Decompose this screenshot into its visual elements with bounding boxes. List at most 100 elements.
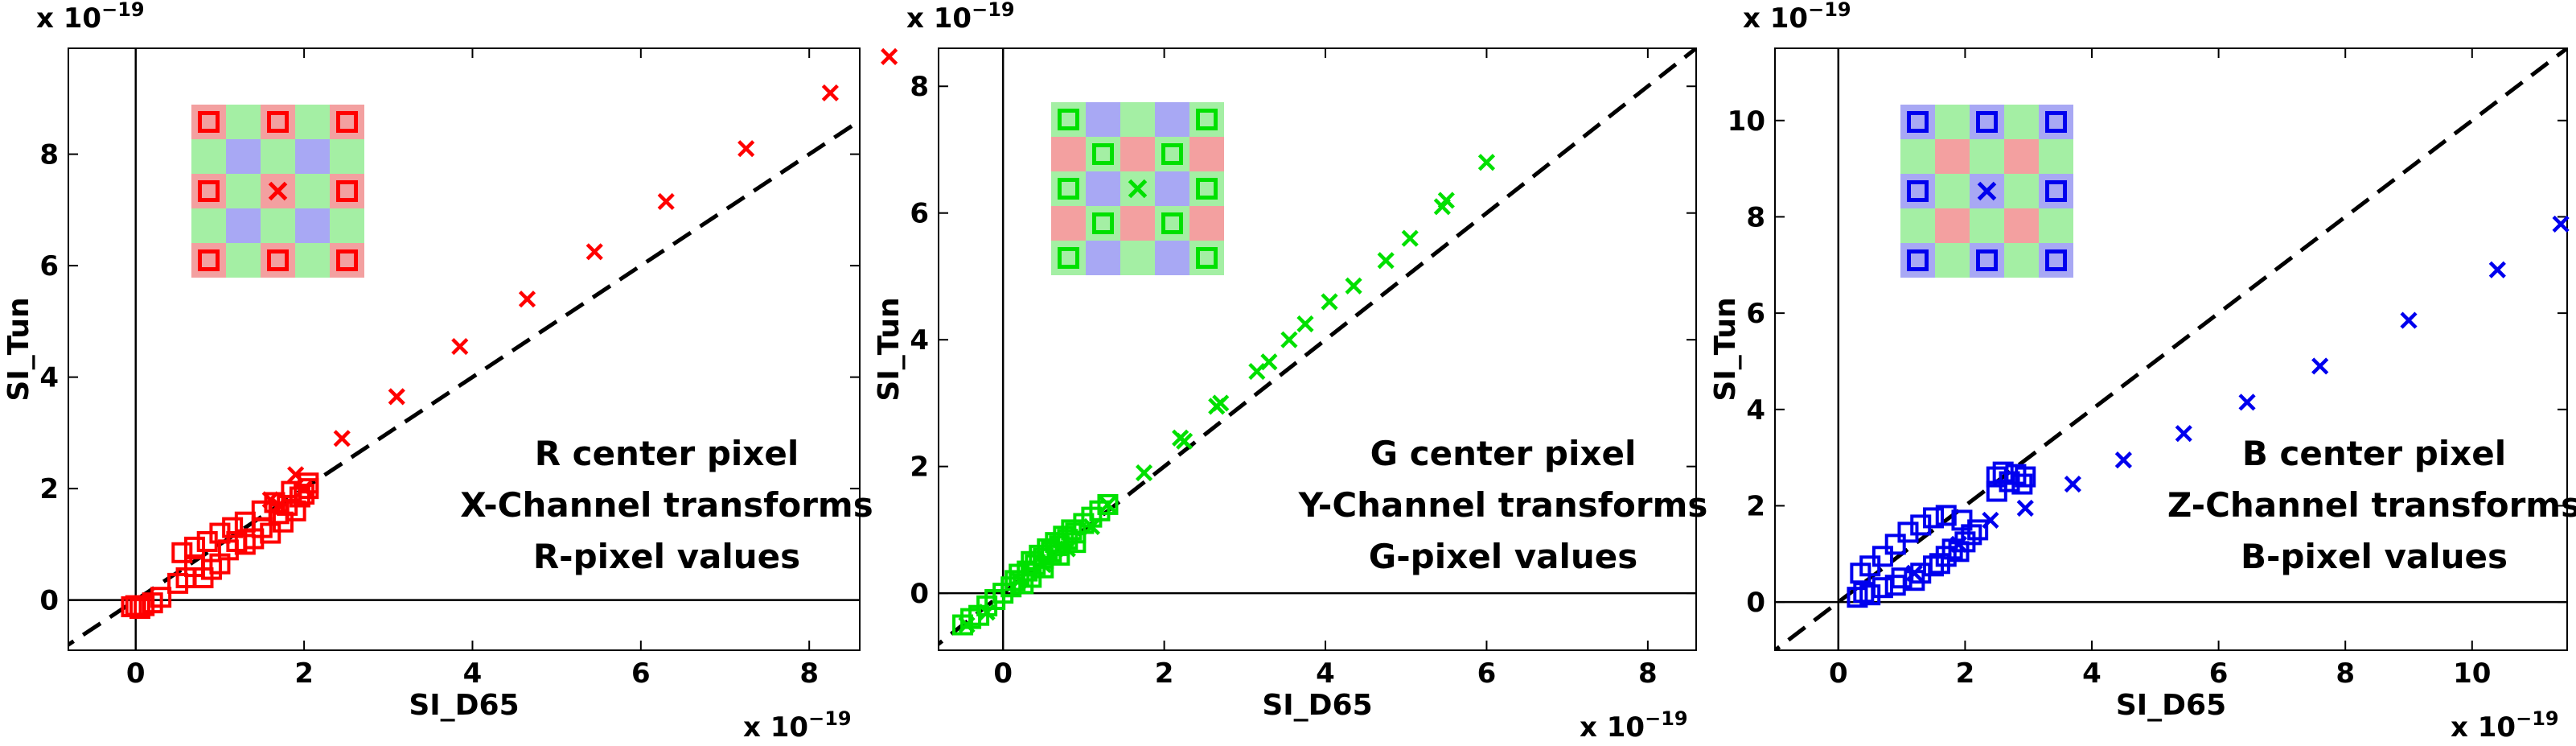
x-exponent-power: −19	[808, 707, 852, 730]
data-point-x	[518, 291, 536, 308]
data-point-square	[150, 587, 172, 608]
bayer-cell	[1120, 102, 1155, 137]
data-point-x	[1377, 252, 1395, 270]
data-point-x	[737, 140, 755, 158]
bayer-cell	[2004, 139, 2039, 174]
bayer-cell	[1935, 105, 1970, 139]
bayer-cell	[261, 139, 295, 174]
data-point-x	[2175, 425, 2192, 443]
bayer-cell	[1086, 206, 1120, 241]
data-point-x	[1982, 511, 1999, 530]
y-tick-label: 4	[1746, 394, 1765, 427]
data-point-x	[1345, 277, 1362, 295]
bayer-cell	[226, 174, 261, 208]
x-tick-label: 6	[1477, 657, 1497, 690]
bayer-marker-x	[1128, 179, 1148, 199]
bayer-cell	[1900, 208, 1935, 243]
data-point-x	[333, 430, 351, 447]
x-exponent-power: −19	[1645, 707, 1688, 730]
data-point-x	[270, 497, 288, 514]
bayer-marker-square	[198, 111, 220, 133]
bayer-cell	[1189, 206, 1224, 241]
x-tick-label: 2	[1155, 657, 1174, 690]
data-point-square	[171, 542, 193, 563]
data-point-x	[978, 604, 996, 621]
annotation-line: R-pixel values	[533, 537, 800, 576]
bayer-cell	[2039, 139, 2073, 174]
bayer-cell	[2004, 174, 2039, 208]
x-tick-label: 4	[463, 657, 483, 690]
data-point-x	[2400, 311, 2418, 329]
bayer-cell	[1189, 241, 1224, 275]
bayer-cell	[1189, 137, 1224, 171]
data-point-x	[1034, 556, 1052, 574]
annotation-line: G center pixel	[1370, 434, 1637, 473]
bayer-marker-square	[2045, 249, 2067, 271]
bayer-cell	[1155, 137, 1189, 171]
data-point-x	[2238, 394, 2256, 411]
data-point-x	[261, 491, 279, 509]
data-point-square	[1097, 493, 1119, 515]
data-point-x	[1437, 192, 1455, 209]
data-point-x	[881, 47, 898, 65]
data-point-x	[2016, 499, 2034, 517]
bayer-cell	[1970, 208, 2004, 243]
y-tick-label: 6	[1746, 298, 1765, 330]
bayer-cell	[1935, 208, 1970, 243]
bayer-cell	[226, 139, 261, 174]
data-point-square	[1923, 507, 1944, 529]
bayer-cell	[295, 208, 330, 243]
bayer-marker-square	[1976, 249, 1998, 271]
bayer-cell	[2039, 208, 2073, 243]
data-point-square	[2015, 466, 2036, 488]
bayer-cell	[261, 243, 295, 278]
bayer-marker-square	[1058, 109, 1079, 130]
bayer-cell	[295, 139, 330, 174]
bayer-cell	[295, 243, 330, 278]
data-point-square	[1049, 544, 1070, 566]
bayer-cell	[226, 105, 261, 139]
data-point-x	[1260, 353, 1278, 371]
bayer-marker-square	[1161, 212, 1183, 234]
bayer-marker-square	[336, 249, 358, 271]
annotation-line: Z-Channel transforms	[2167, 485, 2576, 525]
data-point-x	[1296, 315, 1314, 333]
bayer-cell	[191, 208, 226, 243]
y-tick-label: 4	[39, 362, 59, 394]
x-exponent-label: x 10−19	[2451, 707, 2559, 744]
bayer-cell	[1189, 171, 1224, 206]
bayer-cell	[1051, 102, 1086, 137]
data-point-square	[1871, 546, 1893, 567]
y-tick-label: 0	[910, 578, 929, 610]
bayer-cell	[2004, 208, 2039, 243]
x-exponent-label: x 10−19	[1580, 707, 1688, 744]
data-point-x	[1099, 496, 1117, 513]
bayer-cell	[1189, 102, 1224, 137]
bayer-cell	[191, 243, 226, 278]
bayer-cell	[1935, 139, 1970, 174]
data-point-square	[294, 484, 315, 505]
data-point-x	[657, 192, 675, 211]
bayer-cell	[261, 105, 295, 139]
y-axis-label: SI_Tun	[2, 297, 35, 401]
bayer-cell	[1120, 137, 1155, 171]
data-point-square	[1935, 505, 1957, 526]
bayer-cell	[295, 105, 330, 139]
x-tick-label: 8	[799, 657, 819, 690]
data-point-square	[1061, 519, 1083, 541]
data-point-square	[234, 511, 256, 533]
y-tick-label: 10	[1728, 105, 1765, 138]
data-point-square	[1935, 546, 1957, 567]
y-tick-label: 0	[1746, 587, 1765, 619]
bayer-cell	[1970, 139, 2004, 174]
data-point-x	[1280, 331, 1298, 348]
bayer-inset	[1051, 102, 1224, 275]
axes-frame	[68, 47, 861, 651]
data-point-x	[1949, 535, 1968, 553]
bayer-marker-square	[198, 180, 220, 202]
bayer-marker-square	[1092, 143, 1114, 165]
bayer-cell	[1051, 137, 1086, 171]
